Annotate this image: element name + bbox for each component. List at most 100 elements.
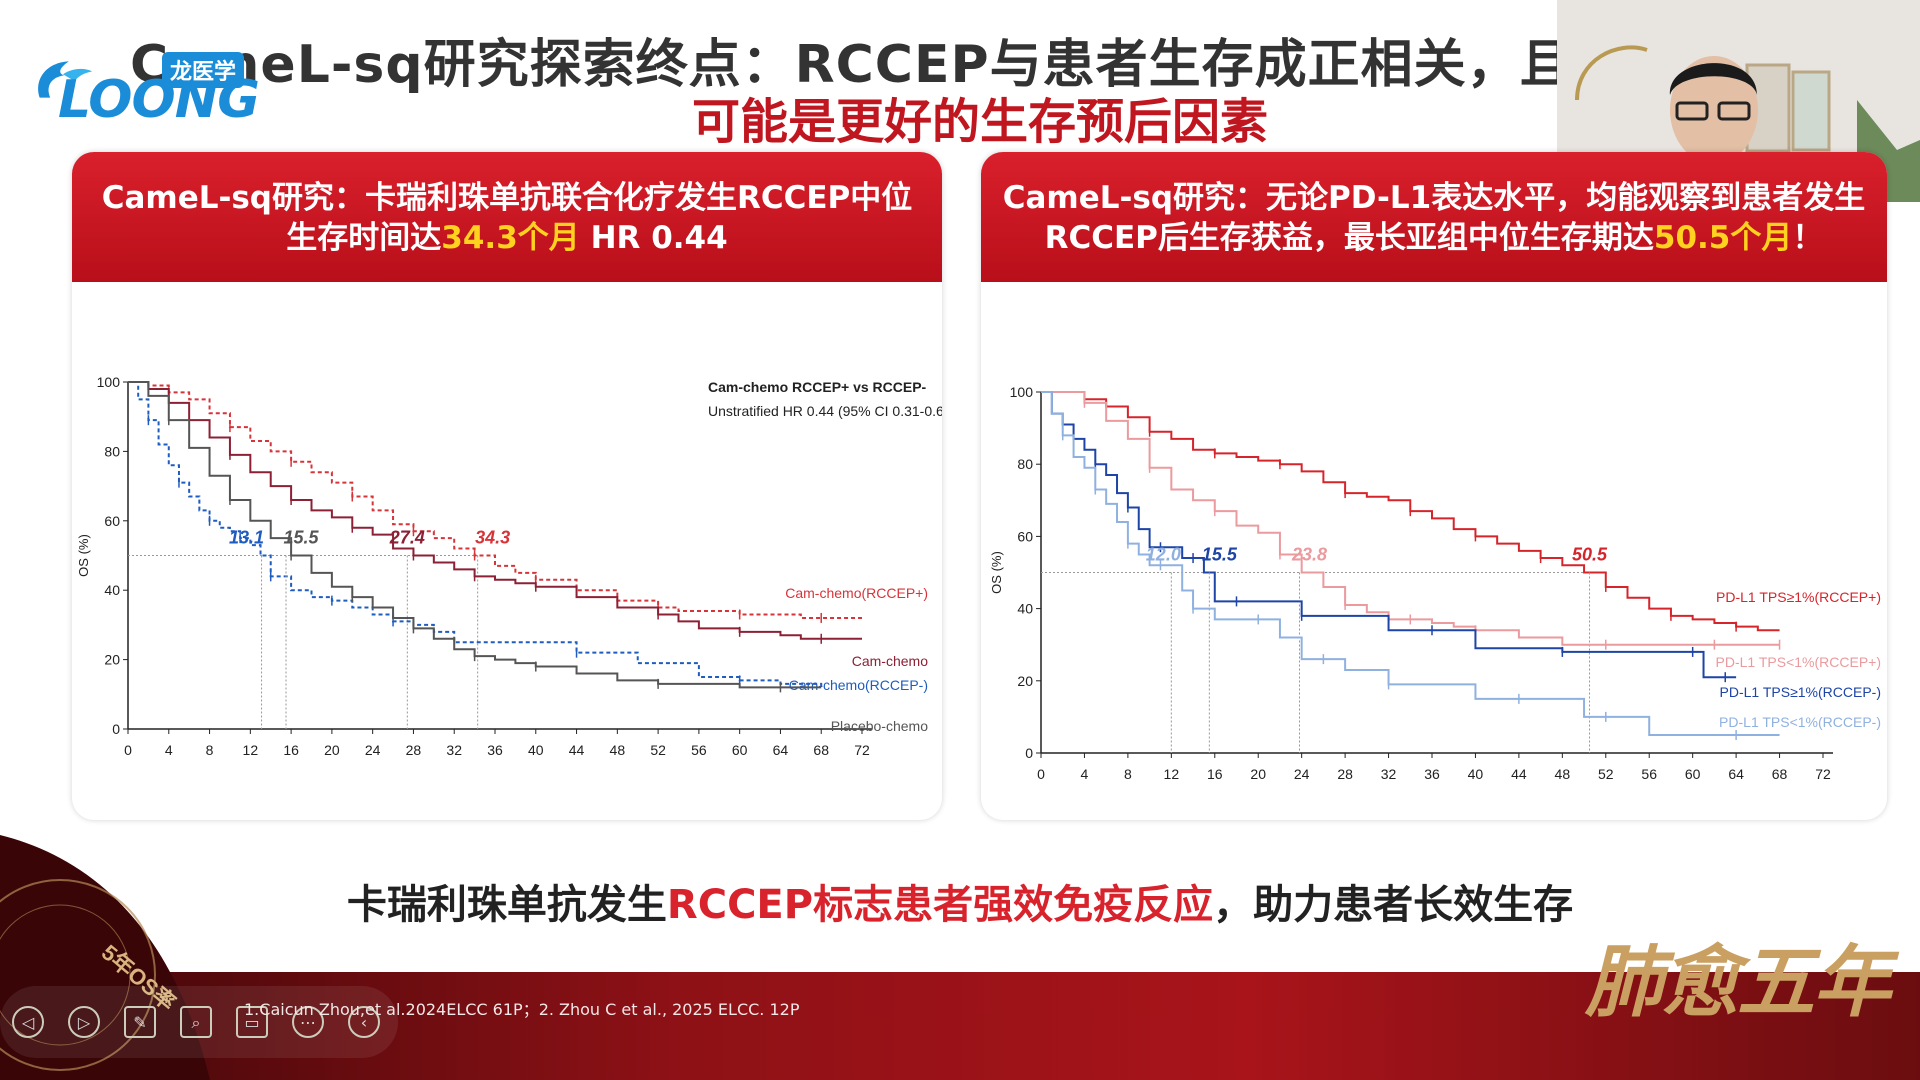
x-tick-label: 44 [569,742,585,758]
y-tick-label: 100 [1010,384,1034,400]
y-axis-label: OS (%) [989,551,1004,594]
km-curve [128,381,823,688]
right-header-line2-prefix: RCCEP后生存获益，最长亚组中位生存期达 [1044,220,1654,256]
slide-title-line2: 可能是更好的生存预后因素 [691,94,1268,150]
hr-annotation-line2: Unstratified HR 0.44 (95% CI 0.31-0.63) [708,403,942,419]
series-label: PD-L1 TPS≥1%(RCCEP+) [1716,589,1881,605]
right-header-line1: CameL-sq研究：无论PD-L1表达水平，均能观察到患者发生 [1002,180,1866,216]
x-tick-label: 0 [1037,766,1045,782]
y-tick-label: 80 [1017,456,1033,472]
median-label: 15.5 [1202,545,1238,565]
series-label: Placebo-chemo [831,718,928,734]
collapse-icon[interactable]: ‹ [348,1006,380,1038]
prev-icon[interactable]: ◁ [12,1006,44,1038]
y-tick-label: 0 [1025,745,1033,761]
pen-icon[interactable]: ✎ [124,1006,156,1038]
x-tick-label: 36 [1424,766,1440,782]
x-tick-label: 60 [732,742,748,758]
os-badge-emblem-icon: 5年OS率 [0,835,210,1080]
tagline-prefix: 卡瑞利珠单抗发生 [346,882,667,928]
right-panel-header: CameL-sq研究：无论PD-L1表达水平，均能观察到患者发生 RCCEP后生… [981,152,1887,282]
x-tick-label: 52 [1598,766,1614,782]
y-tick-label: 60 [104,513,120,529]
median-label: 34.3 [475,528,510,548]
zoom-icon[interactable]: ⌕ [180,1006,212,1038]
tagline-highlight: RCCEP标志患者强效免疫反应 [666,882,1214,928]
x-tick-label: 12 [243,742,259,758]
x-tick-label: 68 [813,742,829,758]
more-icon[interactable]: ⋯ [292,1006,324,1038]
series-label: PD-L1 TPS<1%(RCCEP-) [1719,714,1881,730]
x-tick-label: 64 [773,742,789,758]
x-tick-label: 28 [406,742,422,758]
y-tick-label: 20 [1017,673,1033,689]
median-label: 23.8 [1291,545,1327,565]
camera-icon[interactable]: ▭ [236,1006,268,1038]
x-tick-label: 48 [610,742,626,758]
y-tick-label: 40 [104,582,120,598]
y-tick-label: 0 [112,721,120,737]
right-header-highlight: 50.5个月 [1653,220,1793,256]
slide-title-line1: CameL-sq研究探索终点：RCCEP与患者生存成正相关，且不受PD [130,35,1762,95]
right-chart-panel: CameL-sq研究：无论PD-L1表达水平，均能观察到患者发生 RCCEP后生… [981,152,1887,820]
left-header-line2: 生存时间达34.3个月 HR 0.44 [72,218,942,258]
slide-tagline: 卡瑞利珠单抗发生RCCEP标志患者强效免疫反应，助力患者长效生存 [0,872,1920,930]
left-chart-panel: CameL-sq研究：卡瑞利珠单抗联合化疗发生RCCEP中位 生存时间达34.3… [72,152,942,820]
y-tick-label: 40 [1017,601,1033,617]
brand-calligraphy: 肺愈五年 [1585,937,1891,1028]
km-curve [128,381,822,689]
right-km-chart: 0 4 8 12 16 20 24 28 32 36 40 44 48 52 56 60 64 68 7202040… [989,384,1881,782]
x-tick-label: 20 [324,742,340,758]
y-axis-label: OS (%) [76,534,91,577]
player-controls-bar [0,986,398,1058]
x-tick-label: 20 [1250,766,1266,782]
y-tick-label: 80 [104,443,120,459]
left-panel-header: CameL-sq研究：卡瑞利珠单抗联合化疗发生RCCEP中位 生存时间达34.3… [72,152,942,282]
km-curve [1041,391,1780,736]
x-tick-label: 64 [1728,766,1744,782]
x-tick-label: 60 [1685,766,1701,782]
y-tick-label: 60 [1017,528,1033,544]
x-tick-label: 8 [1124,766,1132,782]
y-tick-label: 100 [97,374,121,390]
x-tick-label: 28 [1337,766,1353,782]
hr-annotation-line1: Cam-chemo RCCEP+ vs RCCEP- [708,379,927,395]
series-label: Cam-chemo(RCCEP-) [789,677,928,693]
x-tick-label: 16 [283,742,299,758]
left-header-line1: CameL-sq研究：卡瑞利珠单抗联合化疗发生RCCEP中位 [101,180,913,216]
x-tick-label: 4 [165,742,173,758]
left-header-line2-prefix: 生存时间达 [286,220,442,256]
x-tick-label: 72 [1815,766,1831,782]
km-curve [1041,391,1780,646]
right-header-line2: RCCEP后生存获益，最长亚组中位生存期达50.5个月！ [981,218,1887,258]
x-tick-label: 4 [1081,766,1089,782]
logo-badge: 龙医学 [162,52,245,88]
x-tick-label: 40 [528,742,544,758]
left-header-highlight: 34.3个月 [441,220,580,256]
km-curve [128,381,862,640]
x-tick-label: 44 [1511,766,1527,782]
right-header-line2-suffix: ！ [1792,220,1824,256]
tagline-suffix: ，助力患者长效生存 [1213,882,1574,928]
x-tick-label: 56 [1641,766,1657,782]
x-tick-label: 12 [1164,766,1180,782]
median-label: 27.4 [389,528,425,548]
x-tick-label: 40 [1468,766,1484,782]
median-label: 12.0 [1146,545,1181,565]
x-tick-label: 56 [691,742,707,758]
dragon-logo-icon [38,61,93,98]
series-label: Cam-chemo(RCCEP+) [785,585,928,601]
x-tick-label: 32 [446,742,462,758]
x-tick-label: 68 [1772,766,1788,782]
x-tick-label: 36 [487,742,503,758]
next-icon[interactable]: ▷ [68,1006,100,1038]
x-tick-label: 24 [1294,766,1310,782]
x-tick-label: 32 [1381,766,1397,782]
median-label: 15.5 [283,528,319,548]
x-tick-label: 16 [1207,766,1223,782]
reference-text: 1.Caicun Zhou,et al.2024ELCC 61P；2. Zhou… [244,1000,800,1019]
y-tick-label: 20 [104,652,120,668]
median-label: 13.1 [229,528,264,548]
series-label: PD-L1 TPS≥1%(RCCEP-) [1720,684,1881,700]
left-header-line2-suffix: HR 0.44 [579,220,728,256]
